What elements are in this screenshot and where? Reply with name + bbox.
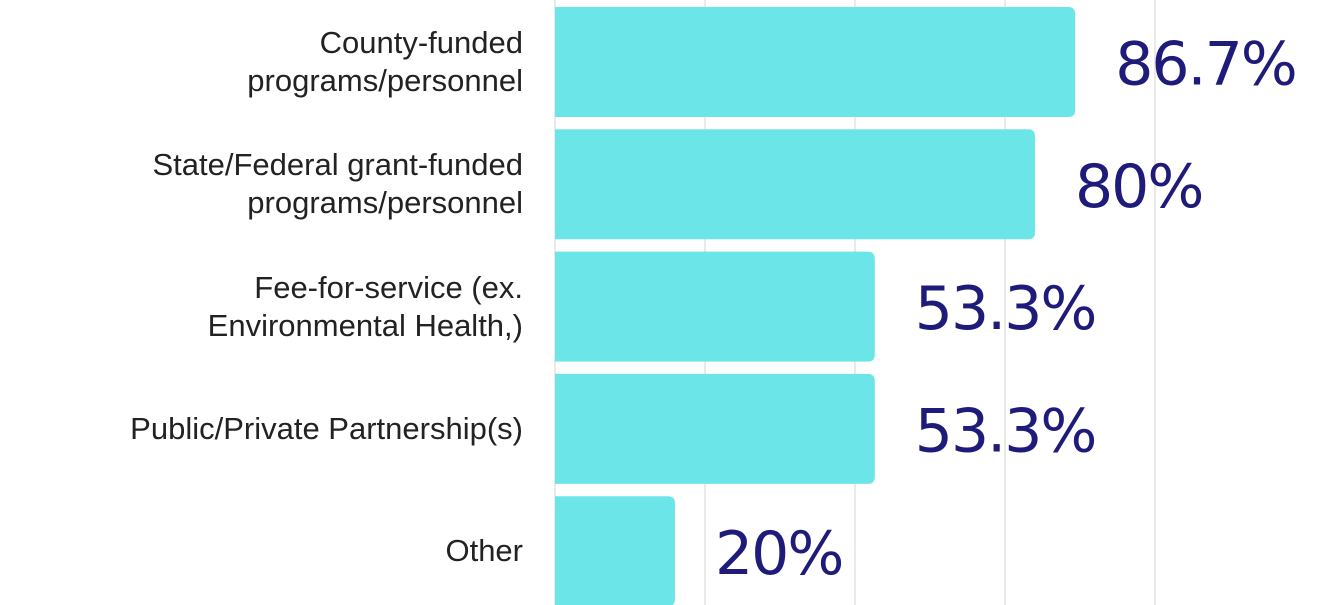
value-label: 53.3% [915,396,1096,466]
value-label: 53.3% [915,274,1096,344]
bar [555,373,875,484]
bar [555,251,875,362]
category-label: State/Federal grant-funded programs/pers… [152,147,523,221]
bar [555,7,1076,117]
category-label: Fee-for-service (ex. Environmental Healt… [207,269,523,343]
category-label: Public/Private Partnership(s) [130,410,523,446]
bar [555,496,675,605]
category-label: County-funded programs/personnel [247,25,523,98]
value-label: 20% [715,519,842,589]
value-label: 86.7% [1115,30,1296,100]
value-label: 80% [1075,152,1202,222]
category-label: Other [445,533,523,569]
bar [555,129,1035,240]
